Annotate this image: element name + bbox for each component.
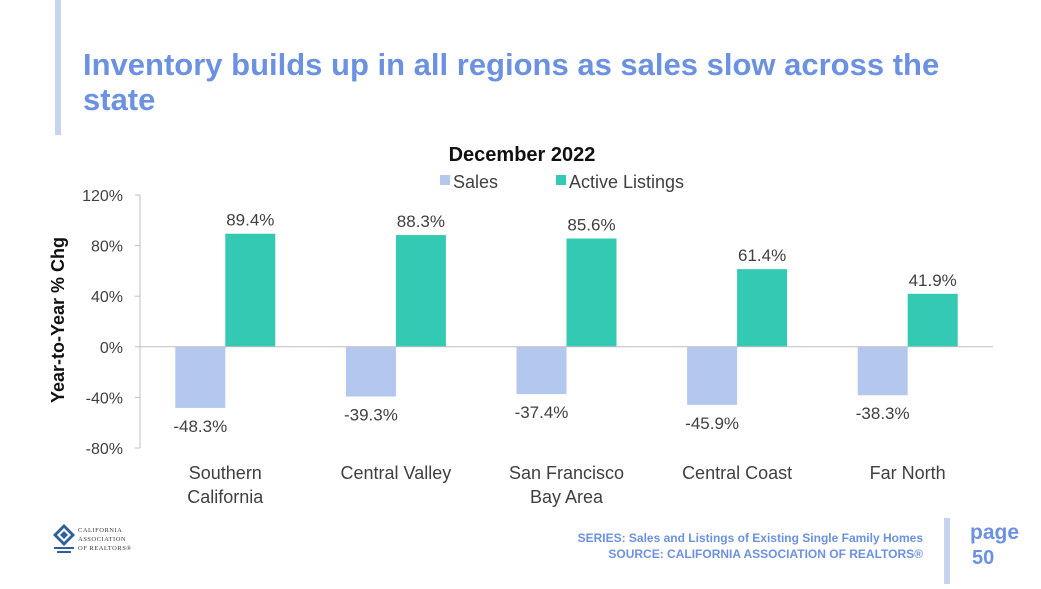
listings-data-label: 89.4% [226, 211, 274, 230]
listings-bar [395, 235, 446, 347]
sales-data-label: -38.3% [856, 404, 910, 423]
chart-title: December 2022 [449, 144, 596, 166]
sales-bar [857, 346, 908, 396]
source-line: SOURCE: CALIFORNIA ASSOCIATION OF REALTO… [608, 547, 923, 561]
legend-label-sales: Sales [453, 172, 498, 192]
page-number: 50 [972, 547, 995, 569]
footer-accent-bar [944, 518, 950, 584]
y-tick-label: 120% [82, 188, 123, 205]
sales-bar [687, 346, 738, 405]
sales-bar [516, 346, 567, 395]
category-label: Central Valley [341, 463, 452, 483]
sales-bar [175, 346, 226, 408]
slide-title: Inventory builds up in all regions as sa… [83, 47, 940, 117]
listings-data-label: 88.3% [397, 212, 445, 231]
logo-text: CALIFORNIA ASSOCIATION OF REALTORS® [78, 526, 168, 553]
category-label: San Francisco [509, 463, 624, 483]
category-label: California [187, 487, 264, 507]
series-line: SERIES: Sales and Listings of Existing S… [577, 531, 923, 545]
footer-source: SERIES: Sales and Listings of Existing S… [578, 530, 923, 562]
logo-line-2: ASSOCIATION [78, 536, 127, 543]
listings-data-label: 41.9% [909, 271, 957, 290]
sales-data-label: -45.9% [685, 414, 739, 433]
legend-swatch-active-listings [556, 175, 566, 185]
category-label: Southern [189, 463, 262, 483]
listings-bar [737, 269, 788, 347]
sales-data-label: -48.3% [173, 417, 227, 436]
sales-data-label: -39.3% [344, 406, 398, 425]
sales-data-label: -37.4% [515, 403, 569, 422]
y-tick-label: -80% [86, 441, 123, 458]
legend-label-active-listings: Active Listings [569, 172, 684, 192]
page-label: page [970, 521, 1020, 544]
legend-swatch-sales [440, 175, 450, 185]
category-label: Central Coast [682, 463, 792, 483]
y-tick-label: -40% [86, 390, 123, 407]
category-label: Bay Area [530, 487, 604, 507]
listings-bar [225, 233, 276, 347]
y-tick-label: 80% [91, 239, 123, 256]
listings-bar [907, 293, 958, 347]
category-label: Far North [870, 463, 946, 483]
y-tick-label: 40% [91, 289, 123, 306]
y-tick-label: 0% [100, 340, 123, 357]
listings-bar [566, 238, 617, 347]
left-accent-bar [55, 0, 61, 135]
sales-bar [345, 346, 396, 397]
logo-line-3: OF REALTORS® [78, 545, 132, 552]
logo-line-1: CALIFORNIA [78, 527, 123, 534]
y-axis-label: Year-to-Year % Chg [48, 237, 68, 403]
car-logo: CALIFORNIA ASSOCIATION OF REALTORS® [52, 523, 162, 569]
listings-data-label: 61.4% [738, 246, 786, 265]
car-logo-icon [53, 524, 75, 553]
listings-data-label: 85.6% [567, 216, 615, 235]
